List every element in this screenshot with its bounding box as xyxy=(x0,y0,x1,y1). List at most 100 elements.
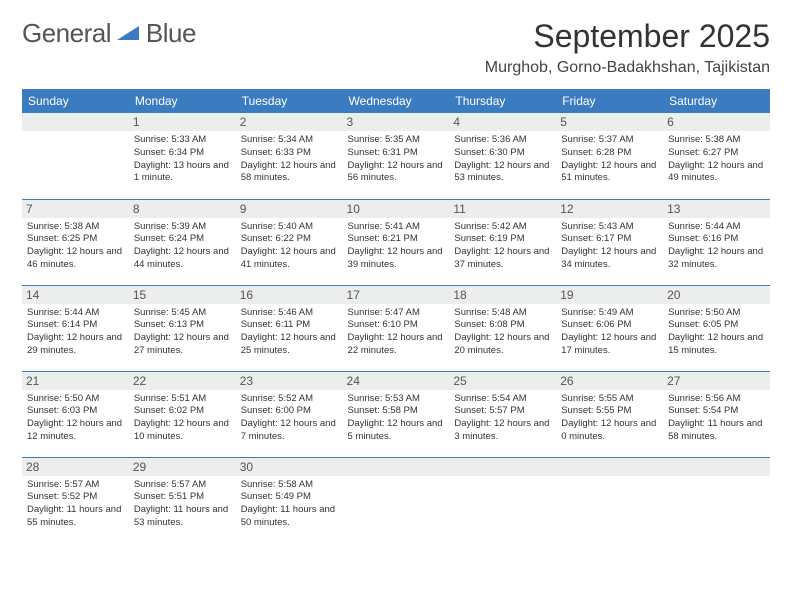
day-number: 29 xyxy=(129,458,236,476)
sunset-text: Sunset: 6:16 PM xyxy=(668,233,765,246)
sunset-text: Sunset: 5:58 PM xyxy=(348,405,445,418)
day-info: Sunrise: 5:41 AMSunset: 6:21 PMDaylight:… xyxy=(348,221,445,272)
sunrise-text: Sunrise: 5:54 AM xyxy=(454,393,551,406)
sunset-text: Sunset: 6:19 PM xyxy=(454,233,551,246)
day-number xyxy=(556,458,663,476)
day-info: Sunrise: 5:53 AMSunset: 5:58 PMDaylight:… xyxy=(348,393,445,444)
day-info: Sunrise: 5:45 AMSunset: 6:13 PMDaylight:… xyxy=(134,307,231,358)
day-cell: 7Sunrise: 5:38 AMSunset: 6:25 PMDaylight… xyxy=(22,199,129,285)
sunrise-text: Sunrise: 5:44 AM xyxy=(27,307,124,320)
sunrise-text: Sunrise: 5:46 AM xyxy=(241,307,338,320)
weekday-header: Tuesday xyxy=(236,89,343,113)
day-cell: 3Sunrise: 5:35 AMSunset: 6:31 PMDaylight… xyxy=(343,113,450,199)
day-info: Sunrise: 5:47 AMSunset: 6:10 PMDaylight:… xyxy=(348,307,445,358)
daylight-text: Daylight: 12 hours and 0 minutes. xyxy=(561,418,658,444)
calendar-row: 28Sunrise: 5:57 AMSunset: 5:52 PMDayligh… xyxy=(22,457,770,543)
day-number: 24 xyxy=(343,372,450,390)
day-info: Sunrise: 5:39 AMSunset: 6:24 PMDaylight:… xyxy=(134,221,231,272)
calendar-body: 1Sunrise: 5:33 AMSunset: 6:34 PMDaylight… xyxy=(22,113,770,543)
location: Murghob, Gorno-Badakhshan, Tajikistan xyxy=(485,59,770,77)
day-cell: 12 Sunrise: 5:43 AMSunset: 6:17 PMDayligh… xyxy=(556,199,663,285)
day-cell: 13 Sunrise: 5:44 AMSunset: 6:16 PMDayligh… xyxy=(663,199,770,285)
day-info: Sunrise: 5:55 AMSunset: 5:55 PMDaylight:… xyxy=(561,393,658,444)
day-cell: 18Sunrise: 5:48 AMSunset: 6:08 PMDayligh… xyxy=(449,285,556,371)
day-info: Sunrise: 5:43 AMSunset: 6:17 PMDaylight:… xyxy=(561,221,658,272)
day-number xyxy=(663,458,770,476)
day-number: 8 xyxy=(129,200,236,218)
day-info: Sunrise: 5:57 AMSunset: 5:51 PMDaylight:… xyxy=(134,479,231,530)
weekday-header-row: SundayMondayTuesdayWednesdayThursdayFrid… xyxy=(22,89,770,113)
calendar-row: 21Sunrise: 5:50 AMSunset: 6:03 PMDayligh… xyxy=(22,371,770,457)
sunset-text: Sunset: 5:54 PM xyxy=(668,405,765,418)
sunrise-text: Sunrise: 5:35 AM xyxy=(348,134,445,147)
sunrise-text: Sunrise: 5:38 AM xyxy=(668,134,765,147)
day-number: 17 xyxy=(343,286,450,304)
day-info: Sunrise: 5:38 AMSunset: 6:25 PMDaylight:… xyxy=(27,221,124,272)
day-number: 5 xyxy=(556,113,663,131)
day-number: 4 xyxy=(449,113,556,131)
empty-cell xyxy=(449,457,556,543)
day-cell: 5 Sunrise: 5:37 AMSunset: 6:28 PMDaylight… xyxy=(556,113,663,199)
day-info: Sunrise: 5:58 AMSunset: 5:49 PMDaylight:… xyxy=(241,479,338,530)
sunset-text: Sunset: 5:57 PM xyxy=(454,405,551,418)
day-info: Sunrise: 5:51 AMSunset: 6:02 PMDaylight:… xyxy=(134,393,231,444)
day-cell: 15 Sunrise: 5:45 AMSunset: 6:13 PMDayligh… xyxy=(129,285,236,371)
daylight-text: Daylight: 12 hours and 32 minutes. xyxy=(668,246,765,272)
sunrise-text: Sunrise: 5:56 AM xyxy=(668,393,765,406)
daylight-text: Daylight: 12 hours and 51 minutes. xyxy=(561,160,658,186)
day-number xyxy=(22,113,129,131)
daylight-text: Daylight: 11 hours and 55 minutes. xyxy=(27,504,124,530)
day-number: 13 xyxy=(663,200,770,218)
day-cell: 1Sunrise: 5:33 AMSunset: 6:34 PMDaylight… xyxy=(129,113,236,199)
sunset-text: Sunset: 6:21 PM xyxy=(348,233,445,246)
day-cell: 30Sunrise: 5:58 AMSunset: 5:49 PMDayligh… xyxy=(236,457,343,543)
day-number: 2 xyxy=(236,113,343,131)
daylight-text: Daylight: 12 hours and 27 minutes. xyxy=(134,332,231,358)
day-cell: 23Sunrise: 5:52 AMSunset: 6:00 PMDayligh… xyxy=(236,371,343,457)
day-number: 6 xyxy=(663,113,770,131)
sunset-text: Sunset: 6:31 PM xyxy=(348,147,445,160)
weekday-header: Friday xyxy=(556,89,663,113)
day-number: 23 xyxy=(236,372,343,390)
day-cell: 21Sunrise: 5:50 AMSunset: 6:03 PMDayligh… xyxy=(22,371,129,457)
daylight-text: Daylight: 13 hours and 1 minute. xyxy=(134,160,231,186)
day-cell: 27Sunrise: 5:56 AMSunset: 5:54 PMDayligh… xyxy=(663,371,770,457)
sunrise-text: Sunrise: 5:40 AM xyxy=(241,221,338,234)
sunset-text: Sunset: 6:28 PM xyxy=(561,147,658,160)
day-number: 15 xyxy=(129,286,236,304)
day-number: 27 xyxy=(663,372,770,390)
day-info: Sunrise: 5:38 AMSunset: 6:27 PMDaylight:… xyxy=(668,134,765,185)
sunrise-text: Sunrise: 5:47 AM xyxy=(348,307,445,320)
day-info: Sunrise: 5:44 AMSunset: 6:14 PMDaylight:… xyxy=(27,307,124,358)
day-cell: 17 Sunrise: 5:47 AMSunset: 6:10 PMDayligh… xyxy=(343,285,450,371)
day-cell: 14Sunrise: 5:44 AMSunset: 6:14 PMDayligh… xyxy=(22,285,129,371)
daylight-text: Daylight: 12 hours and 53 minutes. xyxy=(454,160,551,186)
daylight-text: Daylight: 12 hours and 17 minutes. xyxy=(561,332,658,358)
day-number: 19 xyxy=(556,286,663,304)
empty-cell xyxy=(663,457,770,543)
sunset-text: Sunset: 6:17 PM xyxy=(561,233,658,246)
day-info: Sunrise: 5:40 AMSunset: 6:22 PMDaylight:… xyxy=(241,221,338,272)
sunrise-text: Sunrise: 5:51 AM xyxy=(134,393,231,406)
daylight-text: Daylight: 12 hours and 39 minutes. xyxy=(348,246,445,272)
sunset-text: Sunset: 6:08 PM xyxy=(454,319,551,332)
sunrise-text: Sunrise: 5:58 AM xyxy=(241,479,338,492)
daylight-text: Daylight: 12 hours and 10 minutes. xyxy=(134,418,231,444)
day-number: 22 xyxy=(129,372,236,390)
daylight-text: Daylight: 12 hours and 29 minutes. xyxy=(27,332,124,358)
day-cell: 24 Sunrise: 5:53 AMSunset: 5:58 PMDayligh… xyxy=(343,371,450,457)
sunset-text: Sunset: 5:52 PM xyxy=(27,491,124,504)
weekday-header: Thursday xyxy=(449,89,556,113)
day-info: Sunrise: 5:50 AMSunset: 6:05 PMDaylight:… xyxy=(668,307,765,358)
day-info: Sunrise: 5:37 AMSunset: 6:28 PMDaylight:… xyxy=(561,134,658,185)
day-number: 12 xyxy=(556,200,663,218)
day-cell: 11Sunrise: 5:42 AMSunset: 6:19 PMDayligh… xyxy=(449,199,556,285)
sunrise-text: Sunrise: 5:44 AM xyxy=(668,221,765,234)
calendar-table: SundayMondayTuesdayWednesdayThursdayFrid… xyxy=(22,89,770,543)
empty-cell xyxy=(343,457,450,543)
daylight-text: Daylight: 12 hours and 22 minutes. xyxy=(348,332,445,358)
day-number: 28 xyxy=(22,458,129,476)
day-cell: 16Sunrise: 5:46 AMSunset: 6:11 PMDayligh… xyxy=(236,285,343,371)
day-cell: 6 Sunrise: 5:38 AMSunset: 6:27 PMDaylight… xyxy=(663,113,770,199)
daylight-text: Daylight: 12 hours and 3 minutes. xyxy=(454,418,551,444)
